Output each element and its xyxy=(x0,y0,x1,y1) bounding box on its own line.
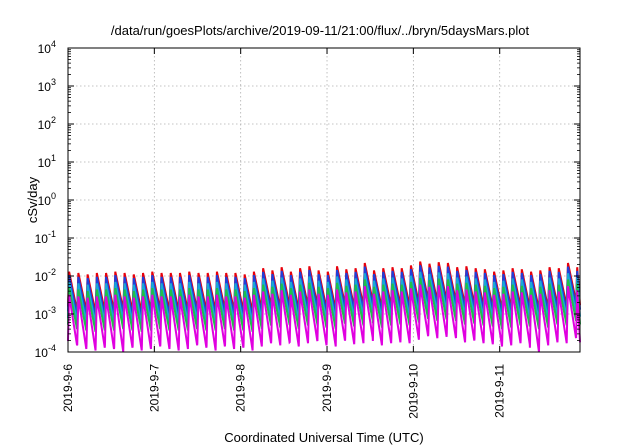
plot-frame xyxy=(67,47,581,353)
chart-title: /data/run/goesPlots/archive/2019-09-11/2… xyxy=(111,23,530,38)
y-tick-label: 102 xyxy=(38,115,56,132)
x-tick-label: 2019-9-9 xyxy=(320,364,334,412)
y-tick-label: 104 xyxy=(38,39,56,56)
series-lines xyxy=(67,261,581,353)
y-tick-label: 101 xyxy=(38,153,56,170)
x-tick-label: 2019-9-11 xyxy=(493,364,507,418)
y-tick-label: 103 xyxy=(38,77,56,94)
plot-border xyxy=(67,47,581,353)
y-tick-label: 10-2 xyxy=(35,267,56,284)
y-tick-label: 10-4 xyxy=(35,343,56,360)
x-axis-label: Coordinated Universal Time (UTC) xyxy=(224,430,423,445)
y-tick-labels: 10-4 10-3 10-2 10-1 100 101 102 103 104 xyxy=(35,39,56,360)
x-tick-label: 2019-9-10 xyxy=(406,364,420,419)
x-tick-label: 2019-9-8 xyxy=(234,364,248,412)
x-tick-labels: 2019-9-6 2019-9-7 2019-9-8 2019-9-9 2019-9-1… xyxy=(61,364,507,419)
series-line-4 xyxy=(67,284,581,353)
y-axis-label: cSv/day xyxy=(25,176,40,223)
y-tick-label: 10-1 xyxy=(35,229,56,246)
x-tick-label: 2019-9-6 xyxy=(61,364,75,412)
y-tick-label: 10-3 xyxy=(35,305,56,322)
x-tick-label: 2019-9-7 xyxy=(147,364,161,412)
y-tick-label: 100 xyxy=(38,191,56,208)
